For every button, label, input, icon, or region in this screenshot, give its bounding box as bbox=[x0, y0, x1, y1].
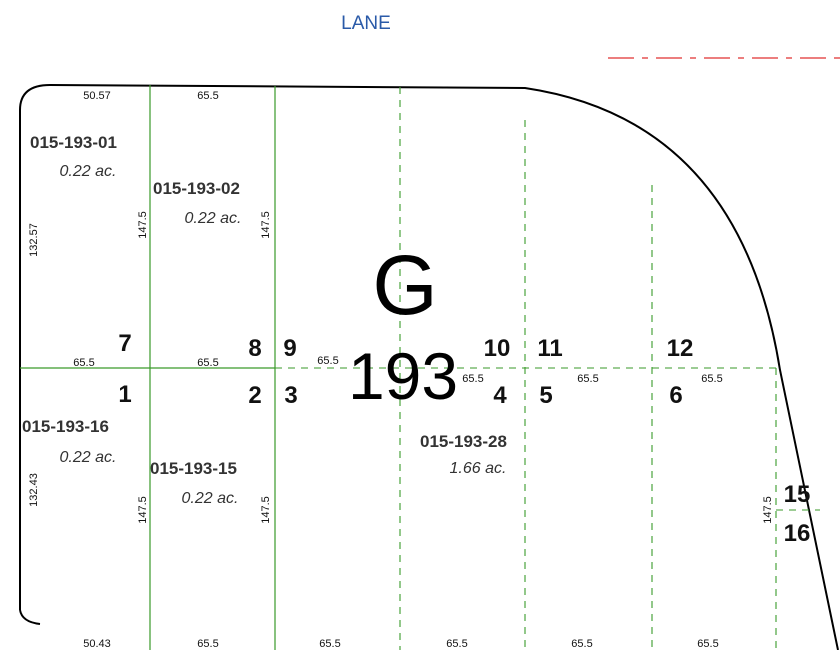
dimension: 65.5 bbox=[446, 638, 467, 650]
dimension: 50.57 bbox=[83, 90, 111, 102]
dimension: 65.5 bbox=[197, 638, 218, 650]
block-boundary-corner bbox=[19, 609, 41, 625]
dimension: 50.43 bbox=[83, 638, 111, 650]
lot-number: 11 bbox=[537, 335, 562, 362]
dimension: 65.5 bbox=[462, 373, 483, 385]
lot-numbers: 7 8 9 10 11 12 1 2 3 4 5 6 15 16 bbox=[118, 330, 810, 547]
dimension: 65.5 bbox=[577, 373, 598, 385]
parcel-id: 015-193-28 bbox=[420, 432, 507, 451]
dimension: 65.5 bbox=[73, 357, 94, 369]
lot-number: 2 bbox=[248, 382, 261, 409]
block-boundary bbox=[19, 83, 839, 650]
lot-number: 1 bbox=[118, 381, 131, 408]
parcel-id: 015-193-15 bbox=[150, 459, 237, 478]
dimension: 65.5 bbox=[319, 638, 340, 650]
parcel-area: 0.22 ac. bbox=[60, 163, 117, 180]
parcel-area: 0.22 ac. bbox=[60, 449, 117, 466]
lot-number: 5 bbox=[539, 382, 552, 409]
dimension: 65.5 bbox=[701, 373, 722, 385]
linework bbox=[19, 57, 840, 650]
dimension: 147.5 bbox=[137, 496, 149, 524]
lot-number: 10 bbox=[484, 335, 511, 362]
lot-number: 8 bbox=[248, 335, 261, 362]
dimension: 65.5 bbox=[197, 357, 218, 369]
dimension: 65.5 bbox=[317, 355, 338, 367]
lot-number: 7 bbox=[118, 330, 131, 357]
parcel-id: 015-193-02 bbox=[153, 179, 240, 198]
lot-number: 9 bbox=[283, 335, 296, 362]
dimension: 132.43 bbox=[28, 473, 40, 507]
dimension: 132.57 bbox=[28, 223, 40, 257]
lot-number: 6 bbox=[669, 382, 682, 409]
dimension: 65.5 bbox=[697, 638, 718, 650]
parcel-area: 1.66 ac. bbox=[450, 460, 507, 477]
lot-number: 12 bbox=[667, 335, 694, 362]
lot-number: 15 bbox=[784, 481, 811, 508]
dimensions: 50.57 65.5 132.57 147.5 147.5 65.5 65.5 … bbox=[28, 90, 774, 650]
parcel-area: 0.22 ac. bbox=[182, 490, 239, 507]
lot-number: 16 bbox=[784, 520, 811, 547]
dimension: 147.5 bbox=[137, 211, 149, 239]
lot-lines bbox=[20, 85, 276, 650]
dimension: 65.5 bbox=[571, 638, 592, 650]
lot-number: 4 bbox=[493, 382, 507, 409]
dashed-lot-lines bbox=[275, 87, 820, 650]
dimension: 147.5 bbox=[260, 211, 272, 239]
dimension: 147.5 bbox=[762, 496, 774, 524]
parcel-area: 0.22 ac. bbox=[185, 210, 242, 227]
dimension: 65.5 bbox=[197, 90, 218, 102]
dimension: 147.5 bbox=[260, 496, 272, 524]
parcel-id: 015-193-01 bbox=[30, 133, 117, 152]
block-number: 193 bbox=[348, 339, 458, 413]
street-name: LANE bbox=[341, 13, 391, 34]
parcel-id: 015-193-16 bbox=[22, 417, 109, 436]
lot-number: 3 bbox=[284, 382, 297, 409]
block-letter: G bbox=[372, 238, 437, 332]
